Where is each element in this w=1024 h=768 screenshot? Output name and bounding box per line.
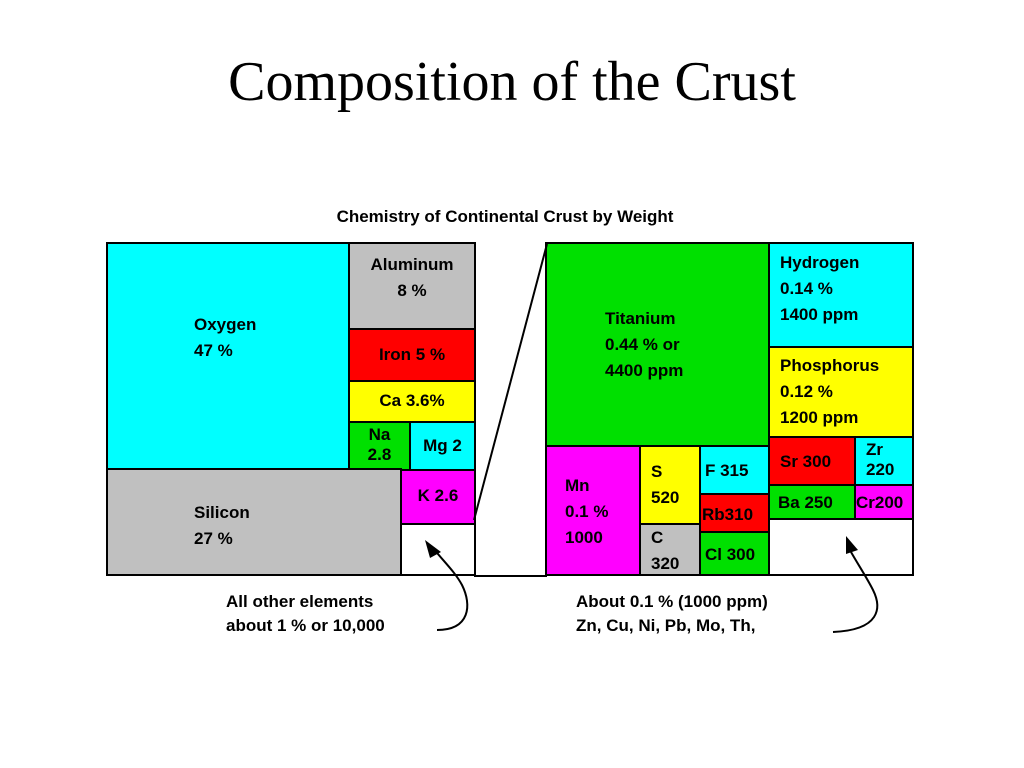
silicon-name: Silicon (194, 503, 250, 522)
magnesium-label: Mg 2 (423, 436, 462, 455)
left-note-line2: about 1 % or 10,000 (226, 616, 385, 635)
manganese-line1: Mn (565, 476, 590, 495)
oxygen-name: Oxygen (194, 315, 257, 334)
calcium-label: Ca 3.6% (379, 391, 445, 410)
titanium-line2: 0.44 % or (605, 335, 680, 354)
left-arrow-curve (432, 547, 469, 631)
sulfur-name: S (651, 462, 663, 481)
rubidium-label: Rb310 (702, 505, 754, 524)
barium-cell: Ba 250 (768, 484, 856, 520)
manganese-line3: 1000 (565, 528, 603, 547)
right-note: About 0.1 % (1000 ppm) Zn, Cu, Ni, Pb, M… (576, 590, 768, 638)
fluorine-label: F 315 (705, 461, 749, 480)
zoom-line-top (473, 243, 548, 521)
strontium-label: Sr 300 (780, 452, 832, 471)
oxygen-value: 47 % (194, 341, 233, 360)
manganese-cell: Mn 0.1 % 1000 (545, 445, 641, 576)
left-note: All other elements about 1 % or 10,000 (226, 590, 385, 638)
hydrogen-line1: Hydrogen (780, 253, 860, 272)
left-treemap-frame (106, 242, 476, 576)
aluminum-value: 8 % (397, 281, 427, 300)
oxygen-cell: Oxygen 47 % (106, 242, 350, 470)
right-arrow-curve (832, 551, 879, 633)
aluminum-name: Aluminum (370, 255, 454, 274)
barium-label: Ba 250 (778, 493, 833, 512)
hydrogen-line2: 0.14 % (780, 279, 833, 298)
right-treemap-frame (545, 242, 914, 576)
aluminum-cell: Aluminum 8 % (348, 242, 476, 330)
iron-cell: Iron 5 % (348, 328, 476, 382)
sodium-name: Na (368, 425, 391, 444)
chlorine-label: Cl 300 (705, 545, 756, 564)
phosphorus-line2: 0.12 % (780, 382, 833, 401)
hydrogen-line3: 1400 ppm (780, 305, 859, 324)
phosphorus-line3: 1200 ppm (780, 408, 859, 427)
silicon-value: 27 % (194, 529, 233, 548)
calcium-cell: Ca 3.6% (348, 380, 476, 423)
rubidium-cell: Rb310 (699, 493, 770, 533)
slide-title: Composition of the Crust (228, 51, 796, 113)
titanium-line1: Titanium (605, 309, 676, 328)
chromium-label: Cr200 (856, 493, 904, 512)
chlorine-cell: Cl 300 (699, 531, 770, 576)
hydrogen-cell: Hydrogen 0.14 % 1400 ppm (768, 242, 914, 348)
sulfur-cell: S 520 (639, 445, 701, 525)
carbon-name: C (651, 528, 664, 547)
zirconium-name: Zr (866, 440, 883, 459)
right-note-line2: Zn, Cu, Ni, Pb, Mo, Th, (576, 616, 756, 635)
trace-elements-cell (768, 518, 914, 576)
titanium-line3: 4400 ppm (605, 361, 684, 380)
right-arrow-head (846, 536, 858, 554)
phosphorus-line1: Phosphorus (780, 356, 880, 375)
left-arrow-head (425, 540, 441, 558)
potassium-cell: K 2.6 (400, 469, 476, 525)
right-note-line1: About 0.1 % (1000 ppm) (576, 592, 768, 611)
left-note-line1: All other elements (226, 592, 374, 611)
chart-title: Chemistry of Continental Crust by Weight (336, 207, 674, 226)
zirconium-cell: Zr 220 (854, 436, 914, 486)
carbon-value: 320 (651, 554, 680, 573)
sodium-cell: Na 2.8 (348, 421, 411, 471)
zirconium-value: 220 (866, 460, 895, 479)
iron-label: Iron 5 % (378, 345, 446, 364)
sulfur-value: 520 (651, 488, 680, 507)
magnesium-cell: Mg 2 (409, 421, 476, 471)
sodium-value: 2.8 (367, 445, 392, 464)
chromium-cell: Cr200 (854, 484, 914, 520)
fluorine-cell: F 315 (699, 445, 770, 495)
manganese-line2: 0.1 % (565, 502, 609, 521)
potassium-label: K 2.6 (417, 486, 459, 505)
